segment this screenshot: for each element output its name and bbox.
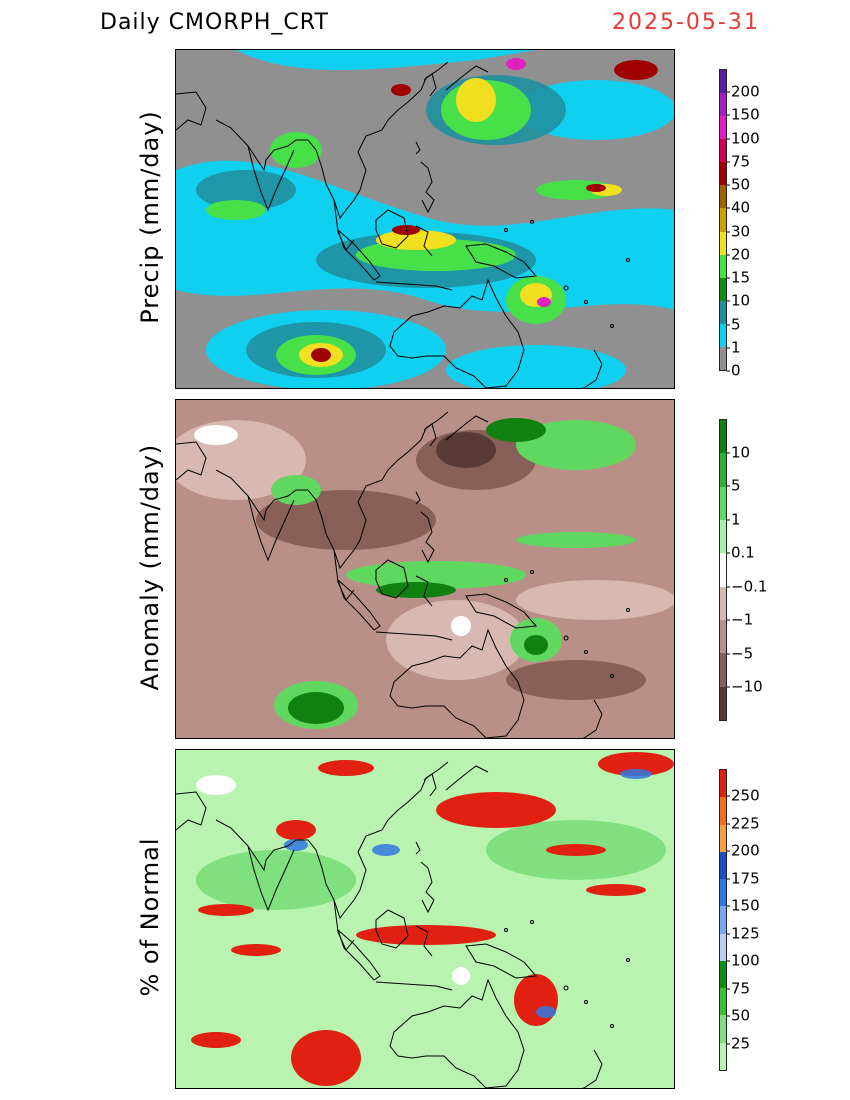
colorbar-label: −1 [727, 612, 753, 628]
colorbar-segment [720, 619, 726, 654]
anomaly-map [175, 399, 675, 739]
colorbar-label: 20 [727, 247, 750, 262]
anomaly-colorbar-labels: 10 5 1 0.1 −0.1 −1 −5 −10 [727, 419, 827, 721]
colorbar-segment [720, 653, 726, 687]
colorbar-label: 25 [727, 1036, 750, 1051]
colorbar-segment [720, 988, 726, 1016]
colorbar-segment [720, 586, 726, 620]
colorbar-label: 40 [727, 200, 750, 216]
colorbar-label: 200 [727, 84, 760, 100]
colorbar-label: 200 [727, 843, 760, 859]
colorbar-label: 100 [727, 953, 760, 969]
precip-colorbar [719, 69, 727, 371]
colorbar-segment [720, 933, 726, 961]
colorbar-label: 5 [727, 478, 741, 494]
header-title: Daily CMORPH_CRT [100, 10, 329, 35]
pct-normal-colorbar-labels: 250 225 200 175 150 125 100 75 50 25 [727, 769, 827, 1071]
colorbar-segment [720, 879, 726, 907]
precip-map [175, 49, 675, 389]
colorbar-label: 150 [727, 107, 760, 123]
colorbar-segment [720, 300, 726, 324]
colorbar-label: 10 [727, 445, 750, 460]
precip-colorbar-labels: 200 150 100 75 50 40 30 20 15 10 5 1 0 [727, 69, 827, 378]
colorbar-label: 1 [727, 512, 741, 527]
colorbar-segment [720, 162, 726, 186]
colorbar-label: 50 [727, 177, 750, 193]
header-date: 2025-05-31 [612, 10, 760, 35]
anomaly-panel: Anomaly (mm/day) [0, 395, 850, 740]
precip-panel: Precip (mm/day) [0, 45, 850, 390]
colorbar-label: 100 [727, 131, 760, 146]
colorbar-label: −10 [727, 679, 763, 695]
colorbar-segment [720, 254, 726, 278]
colorbar-label: 15 [727, 270, 750, 286]
colorbar-segment [720, 70, 726, 94]
precip-ylabel: Precip (mm/day) [136, 110, 164, 324]
pct-normal-panel: % of Normal [0, 745, 850, 1090]
colorbar-label: 30 [727, 224, 750, 239]
anomaly-colorbar [719, 419, 727, 721]
colorbar-label: 75 [727, 154, 750, 169]
colorbar-segment [720, 208, 726, 232]
colorbar-segment [720, 519, 726, 554]
colorbar-segment [720, 797, 726, 825]
colorbar-segment [720, 1015, 726, 1043]
colorbar-label: 5 [727, 317, 741, 332]
colorbar-label: 175 [727, 871, 760, 886]
colorbar-label: 50 [727, 1008, 750, 1024]
colorbar-label: 150 [727, 898, 760, 914]
anomaly-ylabel: Anomaly (mm/day) [136, 443, 164, 691]
colorbar-segment [720, 420, 726, 454]
colorbar-segment [720, 824, 726, 852]
colorbar-segment [720, 93, 726, 117]
colorbar-label: −5 [727, 646, 753, 661]
colorbar-label: 0.1 [727, 545, 755, 561]
pct-normal-colorbar [719, 769, 727, 1071]
pct-normal-map [175, 749, 675, 1089]
colorbar-segment [720, 453, 726, 487]
colorbar-segment [720, 277, 726, 301]
colorbar-label: 250 [727, 788, 760, 804]
colorbar-label: −0.1 [727, 579, 767, 594]
colorbar-segment [720, 346, 726, 371]
colorbar-segment [720, 553, 726, 587]
colorbar-segment [720, 139, 726, 163]
colorbar-segment [720, 323, 726, 347]
colorbar-label: 0 [727, 363, 741, 379]
colorbar-segment [720, 185, 726, 209]
colorbar-segment [720, 770, 726, 798]
colorbar-label: 10 [727, 293, 750, 309]
colorbar-segment [720, 1042, 726, 1070]
colorbar-label: 225 [727, 816, 760, 831]
colorbar-segment [720, 960, 726, 989]
pct-normal-ylabel: % of Normal [136, 837, 164, 997]
colorbar-label: 1 [727, 340, 741, 355]
colorbar-label: 75 [727, 981, 750, 996]
colorbar-segment [720, 116, 726, 140]
colorbar-segment [720, 231, 726, 255]
colorbar-segment [720, 686, 726, 720]
colorbar-segment [720, 486, 726, 520]
colorbar-label: 125 [727, 926, 760, 941]
colorbar-segment [720, 851, 726, 880]
colorbar-segment [720, 906, 726, 934]
